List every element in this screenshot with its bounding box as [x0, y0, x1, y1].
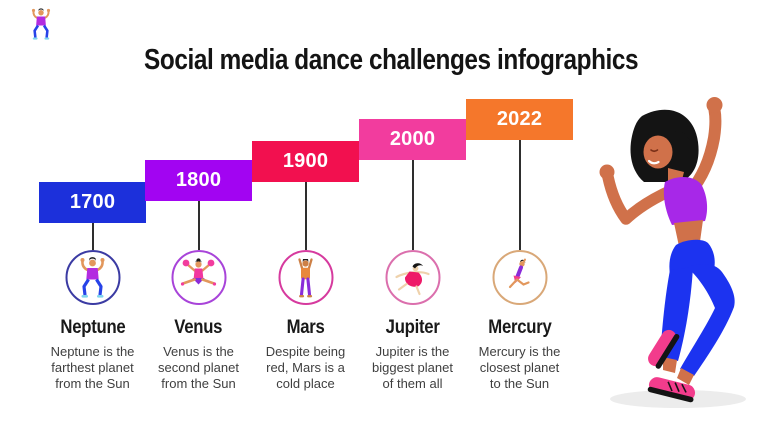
flexing-dancer-icon — [80, 256, 105, 298]
connector-line — [518, 140, 521, 250]
timeline-column-mercury: 2022 Mercury Mercury is the closest plan… — [466, 0, 573, 440]
timeline-column-jupiter: 2000 Jupiter Jupiter is the biggest plan… — [359, 0, 466, 440]
year-box: 1900 — [252, 141, 359, 182]
planet-name: Venus — [174, 317, 223, 338]
sneaker-front — [647, 377, 696, 403]
year-box: 1800 — [145, 160, 252, 201]
planet-description: Jupiter is the biggest planet of them al… — [372, 344, 453, 391]
planet-description: Neptune is the farthest planet from the … — [50, 344, 135, 391]
dancer-circle — [492, 250, 547, 305]
planet-name: Neptune — [59, 317, 126, 338]
sneaker-back — [648, 329, 680, 369]
year-label: 1900 — [282, 150, 329, 172]
arms-up-dancer-icon — [298, 257, 313, 297]
dancer-logo-icon — [31, 8, 51, 40]
dancer-circle — [385, 250, 440, 305]
page-title: Social media dance challenges infographi… — [144, 44, 639, 76]
year-box: 2022 — [466, 99, 573, 140]
planet-name: Jupiter — [385, 317, 440, 338]
connector-line — [91, 223, 94, 250]
planet-description: Mercury is the closest planet to the Sun — [478, 344, 561, 391]
year-label: 2000 — [389, 128, 436, 150]
dancer-circle — [65, 250, 120, 305]
dancer-circle — [278, 250, 333, 305]
timeline-column-venus: 1800 Venus Venus is the second planet fr… — [145, 0, 252, 440]
connector-line — [411, 160, 414, 250]
connector-line — [197, 201, 200, 250]
timeline-column-neptune: 1700 Neptune Neptune is the farthest pla… — [39, 0, 146, 440]
cheerleader-splits-icon — [180, 257, 217, 286]
dancing-woman-illustration — [599, 97, 746, 408]
timeline-column-mars: 1900 Mars Despite being red, Mars is a c… — [252, 0, 359, 440]
year-label: 2022 — [496, 108, 543, 130]
planet-description: Despite being red, Mars is a cold place — [265, 344, 346, 391]
dancer-circle — [171, 250, 226, 305]
year-label: 1700 — [69, 191, 116, 213]
ballerina-icon — [395, 262, 430, 295]
year-label: 1800 — [175, 169, 222, 191]
planet-description: Venus is the second planet from the Sun — [158, 344, 239, 391]
leaping-dancer-icon — [508, 258, 530, 288]
connector-line — [304, 182, 307, 250]
year-box: 1700 — [39, 182, 146, 223]
year-box: 2000 — [359, 119, 466, 160]
planet-name: Mars — [286, 317, 325, 338]
planet-name: Mercury — [487, 317, 552, 338]
